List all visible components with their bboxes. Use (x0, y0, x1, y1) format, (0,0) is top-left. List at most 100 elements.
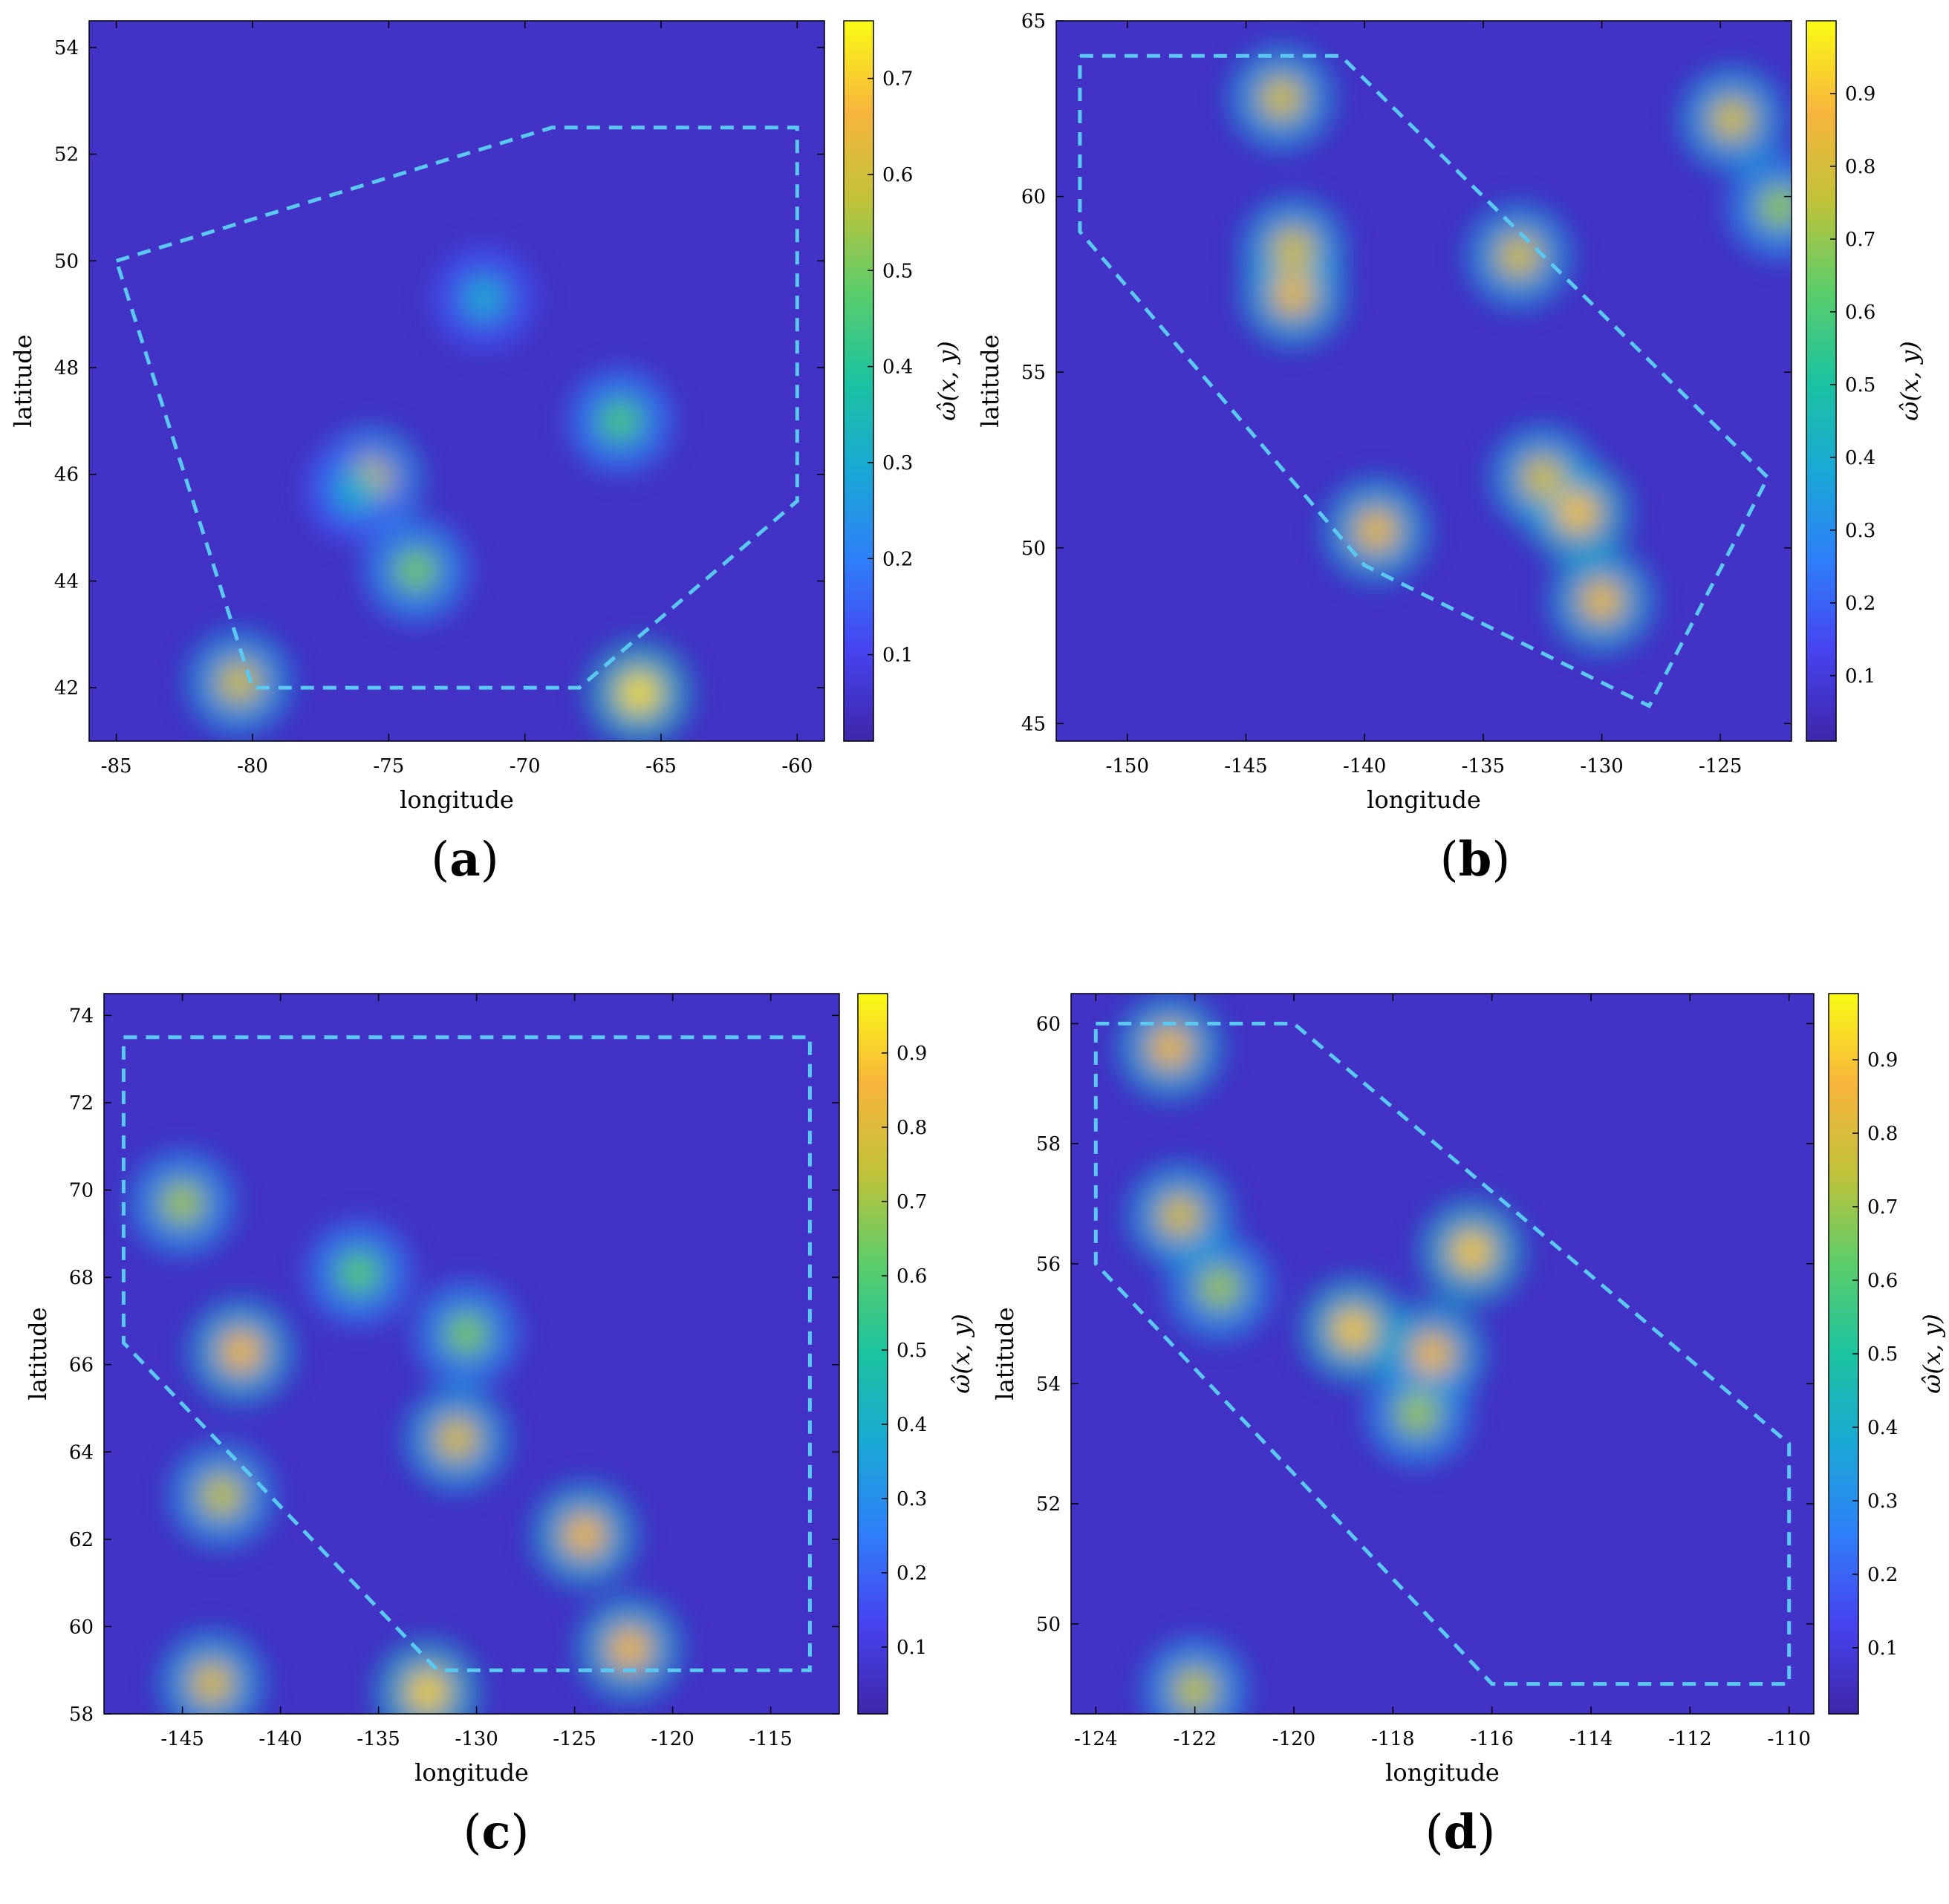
y-tick-label: 68 (69, 1267, 94, 1289)
hotspot-core (1410, 1331, 1455, 1376)
panel-b: -150 -145 -140 -135 -130 -125 45 50 55 60 65 longit… (974, 0, 1949, 817)
heatmap-background (89, 21, 824, 741)
y-tick-label: 64 (69, 1441, 94, 1464)
hotspot-core (216, 659, 261, 705)
x-axis-label: longitude (414, 1758, 529, 1787)
colorbar-tick-label: 0.3 (1867, 1490, 1898, 1513)
x-tick-label: -135 (357, 1728, 400, 1750)
x-tick-label: -124 (1074, 1728, 1117, 1750)
x-tick-label: -135 (1462, 755, 1505, 777)
y-tick-label: 62 (69, 1529, 94, 1551)
colorbar-tick-label: 0.1 (897, 1637, 927, 1659)
y-tick-label: 56 (1036, 1253, 1061, 1276)
x-tick-label: -130 (1580, 755, 1623, 777)
colorbar-tick-label: 0.6 (1867, 1270, 1898, 1292)
y-tick-label: 58 (69, 1704, 94, 1726)
panel-c: -145 -140 -135 -130 -125 -120 -115 58 60 62 64 66 68… (0, 973, 975, 1790)
colorbar-label: ω̂(x, y) (933, 341, 961, 421)
hotspot-core (1259, 76, 1304, 121)
hotspot-core (189, 1660, 235, 1706)
y-tick-label: 60 (1021, 186, 1046, 209)
colorbar (1806, 20, 1837, 742)
chart-b: -150 -145 -140 -135 -130 -125 45 50 55 60 65 longit… (976, 10, 1924, 814)
hotspot-core (160, 1181, 205, 1226)
y-tick-label: 50 (54, 250, 79, 273)
y-tick-label: 55 (1021, 362, 1046, 384)
caption-d: (d) (1425, 1804, 1496, 1860)
heatmap-field (1056, 21, 1792, 741)
colorbar-tick-label: 0.2 (1845, 593, 1875, 615)
colorbar-tick-label: 0.9 (1867, 1049, 1898, 1072)
colorbar-tick-label: 0.7 (1845, 229, 1875, 251)
hotspot-core (562, 1512, 607, 1557)
x-tick-label: -125 (1699, 755, 1742, 777)
x-tick-label: -120 (651, 1728, 694, 1750)
x-tick-label: -65 (645, 755, 677, 777)
y-axis-label: latitude (24, 1307, 52, 1400)
hotspot-core (1331, 1307, 1376, 1352)
y-tick-label: 74 (69, 1005, 94, 1027)
heatmap-field (104, 994, 839, 1714)
x-tick-label: -130 (455, 1728, 498, 1750)
caption-a: (a) (431, 832, 499, 887)
y-tick-label: 58 (1036, 1133, 1061, 1155)
colorbar-tick-label: 0.9 (897, 1043, 927, 1065)
chart-c: -145 -140 -135 -130 -125 -120 -115 58 60 62 64 66 68… (24, 993, 975, 1787)
colorbar-tick-label: 0.3 (1845, 520, 1875, 542)
chart-a: -85 -80 -75 -70 -65 -60 42 44 46 48 50 52 54 longitud… (9, 20, 961, 814)
hotspot-core (199, 1473, 244, 1519)
x-tick-label: -75 (373, 755, 404, 777)
x-tick-label: -116 (1470, 1728, 1513, 1750)
colorbar-label: ω̂(x, y) (1896, 341, 1924, 421)
study-region-boundary (121, 1035, 812, 1672)
study-region-boundary (1078, 53, 1771, 709)
y-tick-label: 44 (54, 570, 79, 593)
x-tick-label: -110 (1767, 1728, 1810, 1750)
colorbar-tick-label: 0.6 (897, 1265, 927, 1288)
colorbar-tick-label: 0.4 (897, 1414, 927, 1436)
x-tick-label: -150 (1106, 755, 1149, 777)
colorbar-tick-label: 0.1 (1845, 665, 1875, 688)
hotspot-core (1757, 184, 1792, 229)
colorbar-tick-label: 0.6 (1845, 301, 1875, 324)
y-tick-label: 54 (54, 37, 79, 59)
colorbar (857, 993, 888, 1715)
hotspot-core (1496, 234, 1541, 279)
colorbar-tick-label: 0.8 (1867, 1123, 1898, 1145)
y-tick-label: 60 (69, 1616, 94, 1638)
y-tick-label: 70 (69, 1180, 94, 1202)
x-tick-label: -145 (1224, 755, 1267, 777)
x-tick-label: -122 (1173, 1728, 1216, 1750)
colorbar-tick-label: 0.4 (1867, 1417, 1898, 1439)
y-tick-label: 52 (1036, 1493, 1061, 1516)
colorbar-tick-label: 0.5 (1845, 374, 1875, 397)
y-tick-label: 66 (69, 1354, 94, 1377)
hotspot-core (333, 468, 379, 513)
y-tick-label: 48 (54, 357, 79, 379)
plot-frame (103, 993, 840, 1715)
colorbar-tick-label: 0.3 (882, 452, 913, 475)
hotspot-core (1555, 490, 1601, 535)
colorbar-tick-label: 0.9 (1845, 83, 1875, 105)
colorbar-tick-label: 0.5 (882, 260, 913, 282)
x-tick-label: -115 (749, 1728, 792, 1750)
panel-a: -85 -80 -75 -70 -65 -60 42 44 46 48 50 52 54 longitud… (0, 0, 974, 817)
colorbar-tick-label: 0.1 (1867, 1637, 1898, 1660)
chart-d: -124 -122 -120 -118 -116 -114 -112 -110 50 52 54 56… (991, 993, 1946, 1787)
y-tick-label: 52 (54, 144, 79, 166)
colorbar-tick-label: 0.2 (1867, 1564, 1898, 1586)
hotspot-core (598, 398, 642, 443)
colorbar (843, 20, 874, 742)
y-tick-label: 50 (1021, 538, 1046, 560)
x-axis-label: longitude (1367, 786, 1481, 814)
caption-c: (c) (463, 1804, 530, 1860)
heatmap-field (1071, 994, 1814, 1714)
colorbar-tick-label: 0.7 (882, 68, 913, 91)
y-tick-label: 54 (1036, 1373, 1061, 1395)
y-tick-label: 46 (54, 464, 79, 486)
x-axis-label: longitude (400, 786, 514, 814)
plot-frame (88, 20, 825, 742)
study-region-boundary (114, 125, 799, 690)
colorbar (1828, 993, 1859, 1715)
hotspot-core (1354, 508, 1399, 553)
